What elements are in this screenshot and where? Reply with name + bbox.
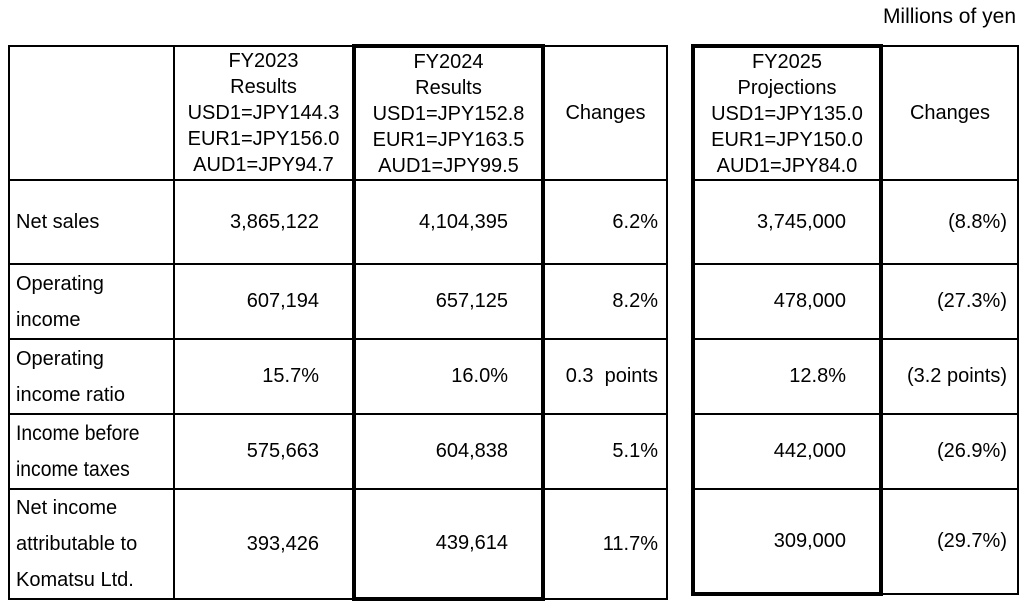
fy2023-header-line: EUR1=JPY156.0 [187, 128, 340, 150]
income-before-taxes-fy2024: 604,838 [352, 413, 545, 490]
fy2023-header-line: FY2023 [228, 50, 299, 72]
changes-results-header: Changes [542, 45, 668, 181]
row-net-sales-projection: 3,745,000 (8.8%) [691, 179, 1019, 265]
income-before-taxes-label: Income before income taxes [8, 413, 175, 490]
income-before-taxes-fy2023: 575,663 [173, 413, 355, 490]
operating-income-ratio-fy2025: 12.8% [691, 338, 883, 415]
row-net-sales: Net sales 3,865,122 4,104,395 6.2% [8, 179, 668, 265]
fy2023-header-line: Results [230, 76, 297, 98]
projections-header-row: FY2025 Projections USD1=JPY135.0 EUR1=JP… [691, 44, 1019, 181]
row-net-income: Net income attributable to Komatsu Ltd. … [8, 488, 668, 601]
operating-income-ratio-change: 0.3 points [542, 338, 668, 415]
fy2023-header-line: AUD1=JPY94.7 [193, 154, 334, 176]
row-operating-income-ratio: Operating income ratio 15.7% 16.0% 0.3 p… [8, 338, 668, 415]
fy2025-projections-header: FY2025 Projections USD1=JPY135.0 EUR1=JP… [691, 44, 883, 181]
fy2023-header-line: USD1=JPY144.3 [187, 102, 340, 124]
results-table: FY2023 Results USD1=JPY144.3 EUR1=JPY156… [8, 44, 668, 601]
results-header-row: FY2023 Results USD1=JPY144.3 EUR1=JPY156… [8, 44, 668, 181]
row-net-income-projection: 309,000 (29.7%) [691, 488, 1019, 596]
fy2025-header-line: AUD1=JPY84.0 [716, 154, 858, 177]
operating-income-label: Operating income [8, 263, 175, 340]
operating-income-change: 8.2% [542, 263, 668, 340]
fy2025-header-line: Projections [737, 76, 837, 99]
net-income-label: Net income attributable to Komatsu Ltd. [8, 488, 175, 600]
net-sales-change: 6.2% [542, 179, 668, 265]
fy2024-header-line: USD1=JPY152.8 [372, 102, 525, 125]
row-operating-income: Operating income 607,194 657,125 8.2% [8, 263, 668, 340]
net-income-fy2024: 439,614 [352, 488, 545, 601]
operating-income-ratio-fy2024: 16.0% [352, 338, 545, 415]
net-income-fy2025: 309,000 [691, 488, 883, 596]
fy2025-header-line: USD1=JPY135.0 [711, 102, 863, 125]
unit-label: Millions of yen [882, 5, 1016, 28]
fy2024-header-line: FY2024 [413, 50, 484, 73]
operating-income-fy2023: 607,194 [173, 263, 355, 340]
fy2025-header-line: EUR1=JPY150.0 [711, 128, 863, 151]
income-before-taxes-projection-change: (26.9%) [880, 413, 1019, 490]
net-income-change: 11.7% [542, 488, 668, 600]
net-income-fy2023: 393,426 [173, 488, 355, 600]
fy2024-results-header: FY2024 Results USD1=JPY152.8 EUR1=JPY163… [352, 44, 545, 181]
fy2025-header-line: FY2025 [751, 50, 823, 73]
fy2024-header-line: EUR1=JPY163.5 [372, 128, 525, 151]
changes-projections-header: Changes [880, 45, 1019, 181]
net-income-projection-change: (29.7%) [880, 488, 1019, 595]
net-sales-projection-change: (8.8%) [880, 179, 1019, 265]
projections-table: FY2025 Projections USD1=JPY135.0 EUR1=JP… [691, 44, 1019, 596]
fy2024-header-line: AUD1=JPY99.5 [378, 154, 519, 177]
net-sales-fy2023: 3,865,122 [173, 179, 355, 265]
operating-income-ratio-fy2023: 15.7% [173, 338, 355, 415]
fy2023-results-header: FY2023 Results USD1=JPY144.3 EUR1=JPY156… [173, 45, 355, 181]
income-before-taxes-change: 5.1% [542, 413, 668, 490]
operating-income-projection-change: (27.3%) [880, 263, 1019, 340]
operating-income-ratio-projection-change: (3.2 points) [880, 338, 1019, 415]
row-income-before-taxes-projection: 442,000 (26.9%) [691, 413, 1019, 490]
operating-income-fy2025: 478,000 [691, 263, 883, 340]
net-sales-fy2024: 4,104,395 [352, 179, 545, 265]
net-sales-label: Net sales [8, 179, 175, 265]
net-sales-fy2025: 3,745,000 [691, 179, 883, 265]
fy2024-header-line: Results [415, 76, 482, 99]
row-income-before-taxes: Income before income taxes 575,663 604,8… [8, 413, 668, 490]
row-operating-income-ratio-projection: 12.8% (3.2 points) [691, 338, 1019, 415]
row-label-header-empty [8, 45, 175, 181]
income-before-taxes-fy2025: 442,000 [691, 413, 883, 490]
row-operating-income-projection: 478,000 (27.3%) [691, 263, 1019, 340]
operating-income-fy2024: 657,125 [352, 263, 545, 340]
operating-income-ratio-label: Operating income ratio [8, 338, 175, 415]
